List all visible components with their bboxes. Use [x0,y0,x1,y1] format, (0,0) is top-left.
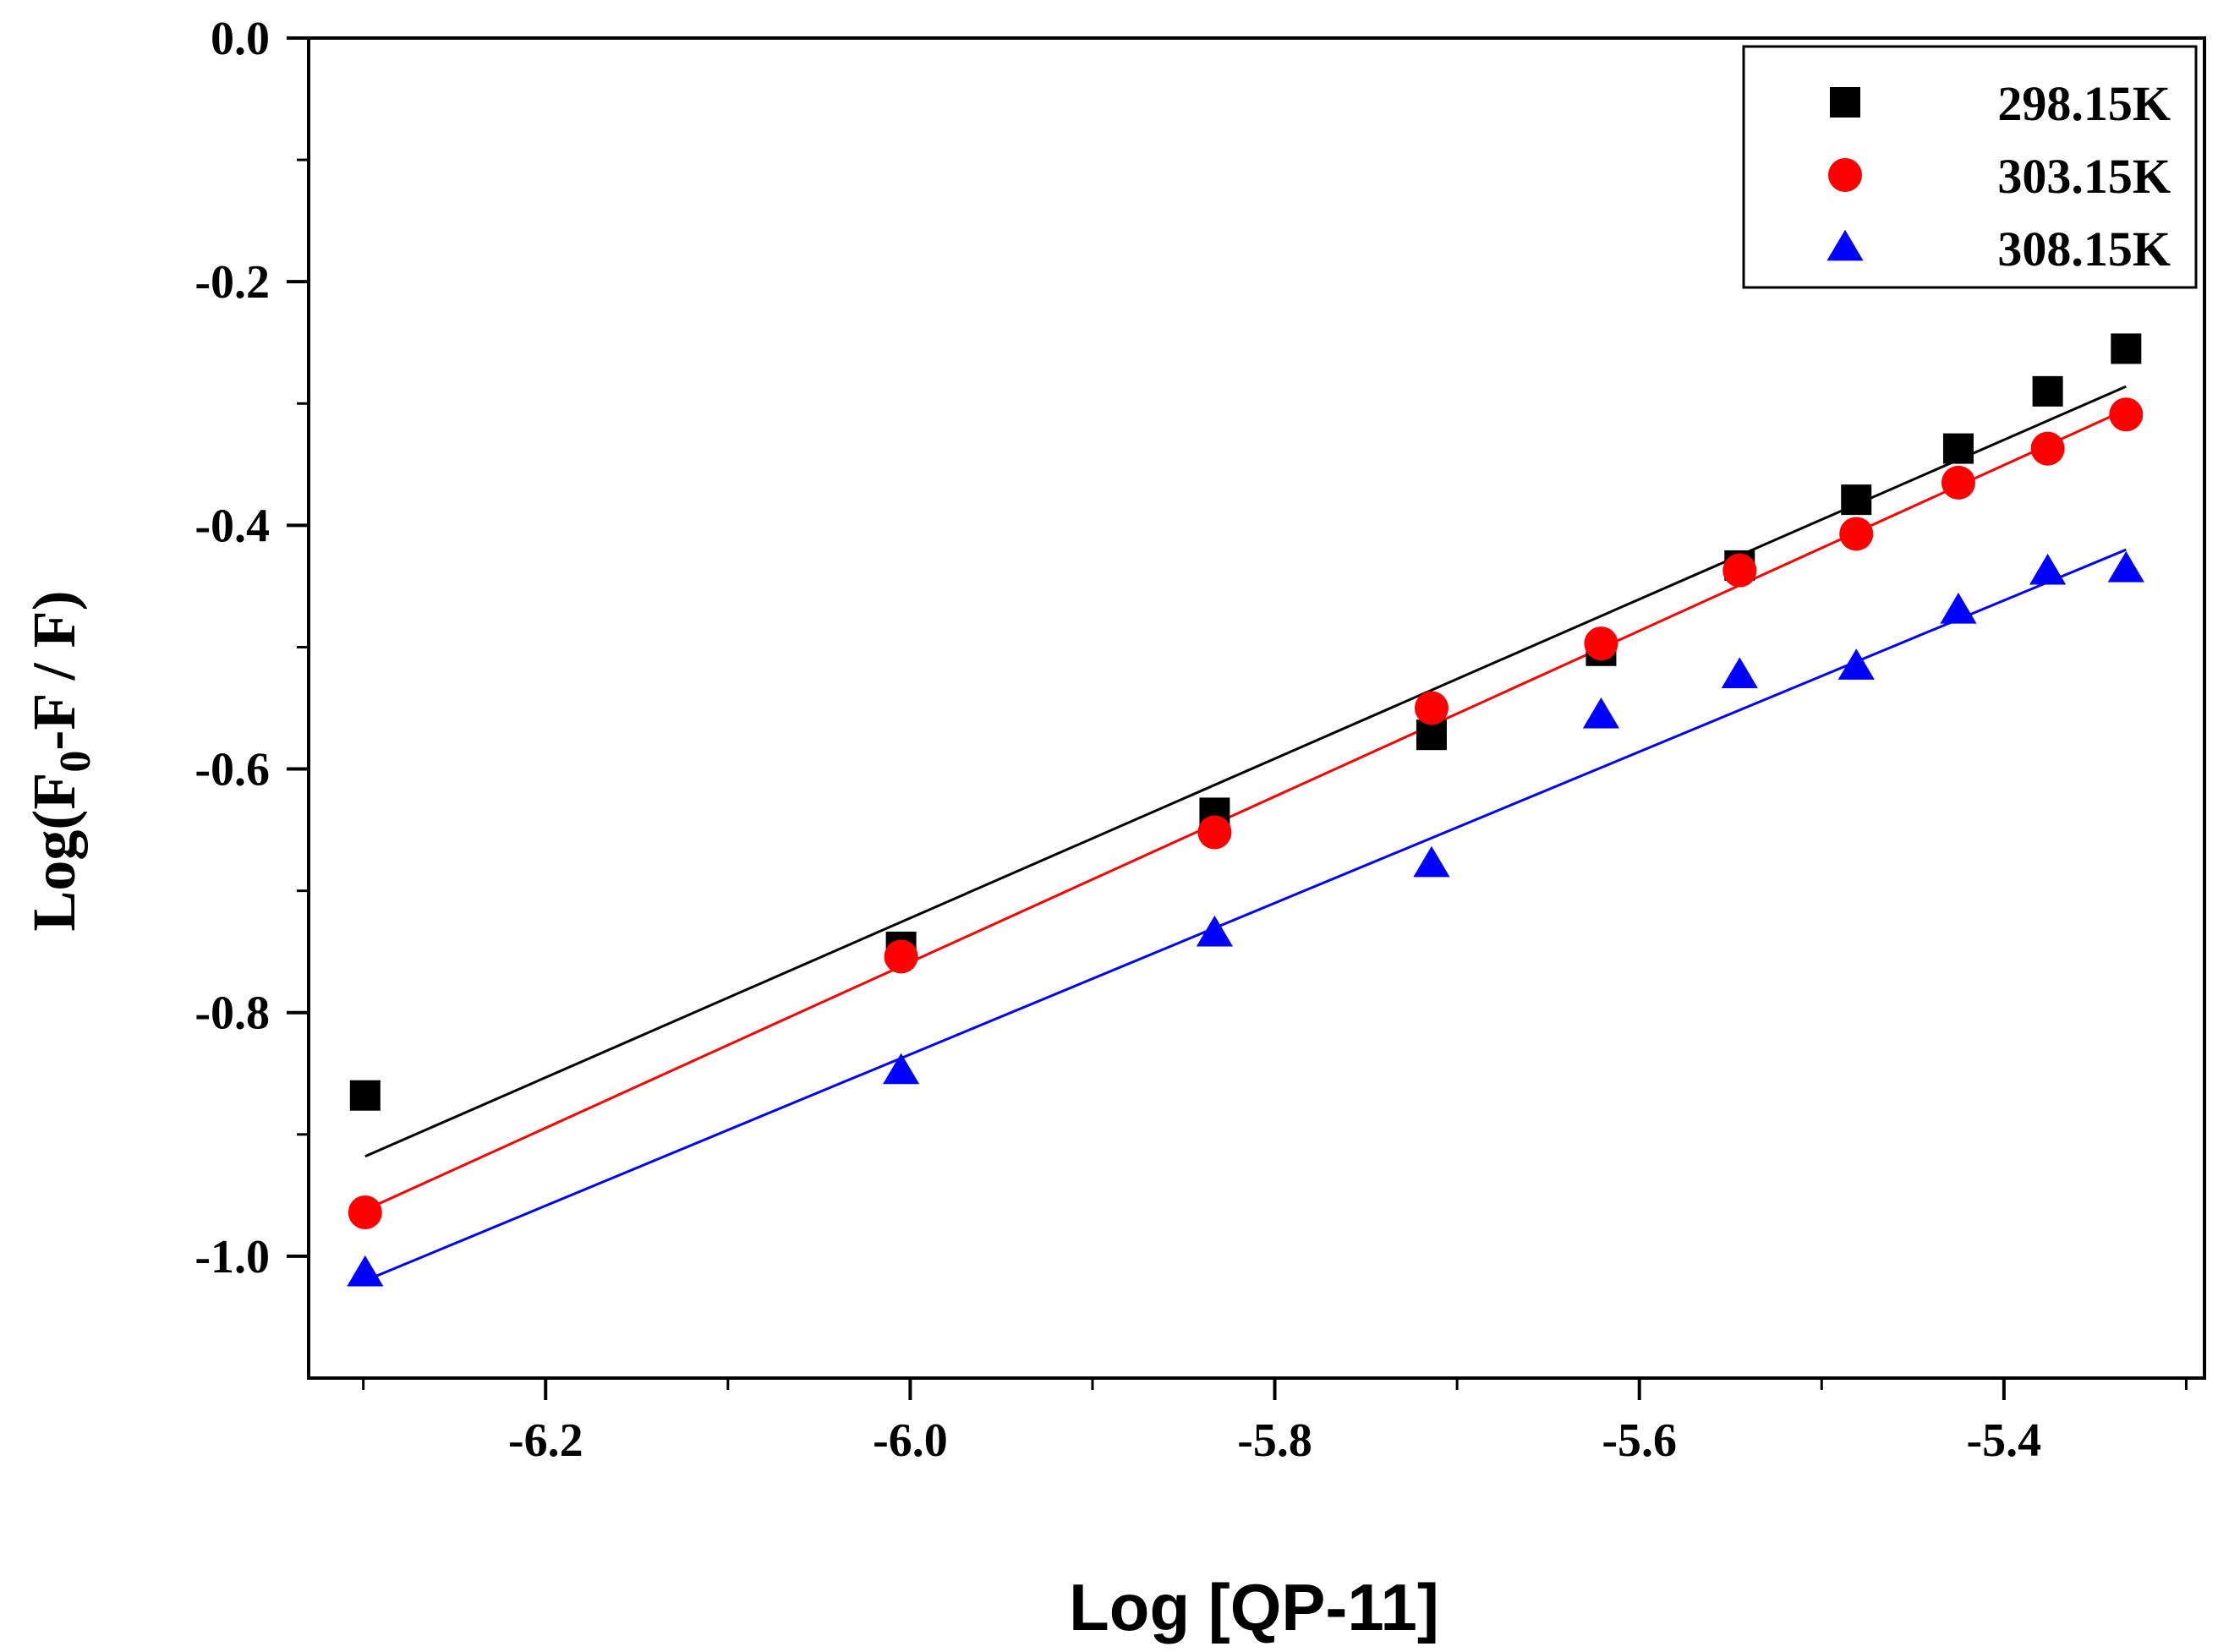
y-tick-label: -0.4 [194,500,270,552]
fit-lines [364,385,2127,1283]
x-tick-label: -5.8 [1237,1414,1312,1467]
plot-frame [307,36,2206,1380]
x-tick-label: -5.6 [1602,1414,1677,1467]
data-point-303.15K [1839,517,1874,551]
y-axis-label-suffix: -F / F) [20,590,88,750]
legend-label-308.15K: 308.15K [1997,222,2171,276]
y-tick-label: 0.0 [211,13,270,65]
legend-label-298.15K: 298.15K [1997,76,2171,131]
legend-label-303.15K: 303.15K [1997,149,2171,204]
fit-line-298.15K [364,385,2127,1158]
fit-line-303.15K [364,408,2127,1212]
y-tick-label: -0.6 [194,744,270,796]
data-point-308.15K [1940,593,1977,624]
legend-box [1742,45,2198,289]
data-point-308.15K [2029,553,2067,585]
tick-labels: -6.2 -6.0 -5.8 -5.6 -5.4 0.0 -0.2 -0.4 -0.6 -0.8 -… [194,13,2041,1467]
data-point-308.15K [883,1053,920,1085]
data-point-303.15K [884,939,918,974]
legend-marker-303.15K [1828,158,1862,192]
data-point-308.15K [1721,657,1758,688]
y-axis-label-subscript: 0 [52,751,100,773]
y-tick-label: -0.8 [194,987,270,1040]
data-point-298.15K [2032,375,2063,407]
data-point-303.15K [1584,626,1618,661]
x-tick-label: -5.4 [1967,1414,2042,1467]
legend: 298.15K 303.15K 308.15K [1742,45,2198,289]
y-tick-label: -0.2 [194,256,270,309]
data-markers [347,333,2144,1287]
data-point-303.15K [2030,431,2065,466]
x-tick-label: -6.0 [873,1414,948,1467]
data-point-308.15K [1837,648,1875,680]
y-axis-label: Log(F0-F / F) [20,590,100,931]
legend-marker-308.15K [1826,229,1864,261]
data-point-303.15K [1722,553,1757,588]
x-tick-label: -6.2 [508,1414,583,1467]
data-point-308.15K [347,1255,384,1287]
fit-line-308.15K [364,548,2127,1283]
data-point-298.15K [1942,433,1974,464]
x-axis-label: Log [QP-11] [1069,1570,1439,1644]
data-point-308.15K [1582,697,1620,729]
data-point-303.15K [1941,465,1975,500]
data-point-298.15K [2111,333,2142,364]
data-point-298.15K [1841,484,1872,516]
data-point-303.15K [2109,397,2144,432]
y-axis-label-prefix: Log(F [20,773,88,932]
data-point-308.15K [1196,915,1234,947]
legend-marker-298.15K [1830,87,1860,118]
y-tick-label: -1.0 [194,1231,270,1283]
data-point-308.15K [1413,845,1450,878]
data-point-308.15K [2107,551,2144,583]
data-point-303.15K [1197,815,1232,850]
data-point-303.15K [348,1195,382,1230]
data-point-298.15K [349,1080,381,1111]
data-point-303.15K [1414,691,1449,725]
axes [287,36,2206,1400]
